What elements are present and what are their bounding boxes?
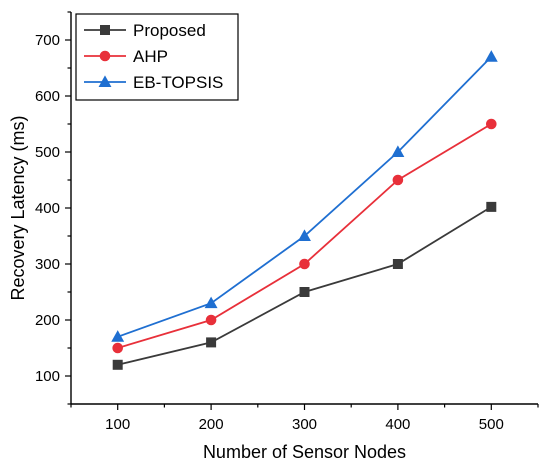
series-proposed — [112, 201, 497, 370]
data-point-eb-topsis — [204, 296, 218, 309]
y-tick-label: 300 — [35, 256, 60, 273]
data-point-eb-topsis — [484, 50, 498, 62]
legend-item-eb-topsis: EB-TOPSIS — [84, 73, 223, 92]
data-point-eb-topsis — [111, 330, 125, 342]
data-point-eb-topsis — [391, 145, 405, 157]
x-tick-label: 300 — [292, 416, 317, 433]
y-tick-label: 100 — [35, 368, 60, 385]
legend-marker — [98, 75, 112, 87]
x-tick-label: 400 — [385, 416, 410, 433]
data-point-ahp — [299, 258, 310, 270]
data-point-proposed — [486, 201, 497, 212]
series-ahp — [112, 118, 497, 354]
x-tick-label: 500 — [479, 416, 504, 433]
data-point-eb-topsis — [298, 229, 311, 241]
x-axis-title: Number of Sensor Nodes — [203, 442, 406, 462]
x-tick-label: 100 — [105, 416, 130, 433]
data-point-proposed — [112, 359, 123, 370]
y-tick-label: 500 — [35, 144, 60, 161]
series-eb-topsis — [111, 50, 498, 342]
x-tick-label: 200 — [199, 416, 224, 433]
legend-item-proposed: Proposed — [84, 21, 206, 40]
legend-label: AHP — [133, 47, 168, 66]
series-group — [111, 50, 498, 370]
y-tick-label: 600 — [35, 88, 60, 105]
data-point-ahp — [205, 314, 217, 326]
y-axis-title: Recovery Latency (ms) — [8, 115, 28, 300]
data-point-proposed — [206, 337, 217, 348]
data-point-proposed — [392, 259, 403, 269]
legend-marker — [100, 25, 110, 35]
y-tick-label: 400 — [35, 200, 60, 217]
legend: Proposed AHP EB-TOPSIS — [75, 13, 239, 101]
y-tick-label: 700 — [35, 32, 60, 49]
data-point-ahp — [486, 118, 497, 130]
axes: 100 200 300 400 500 100 200 300 400 500 600 700 — [35, 11, 539, 433]
legend-label: EB-TOPSIS — [133, 73, 223, 92]
legend-item-ahp: AHP — [84, 47, 168, 66]
legend-label: Proposed — [133, 21, 206, 40]
data-point-proposed — [299, 287, 310, 297]
data-point-ahp — [392, 174, 404, 186]
y-tick-label: 200 — [35, 312, 60, 329]
data-point-ahp — [112, 342, 123, 354]
legend-marker — [99, 50, 111, 62]
